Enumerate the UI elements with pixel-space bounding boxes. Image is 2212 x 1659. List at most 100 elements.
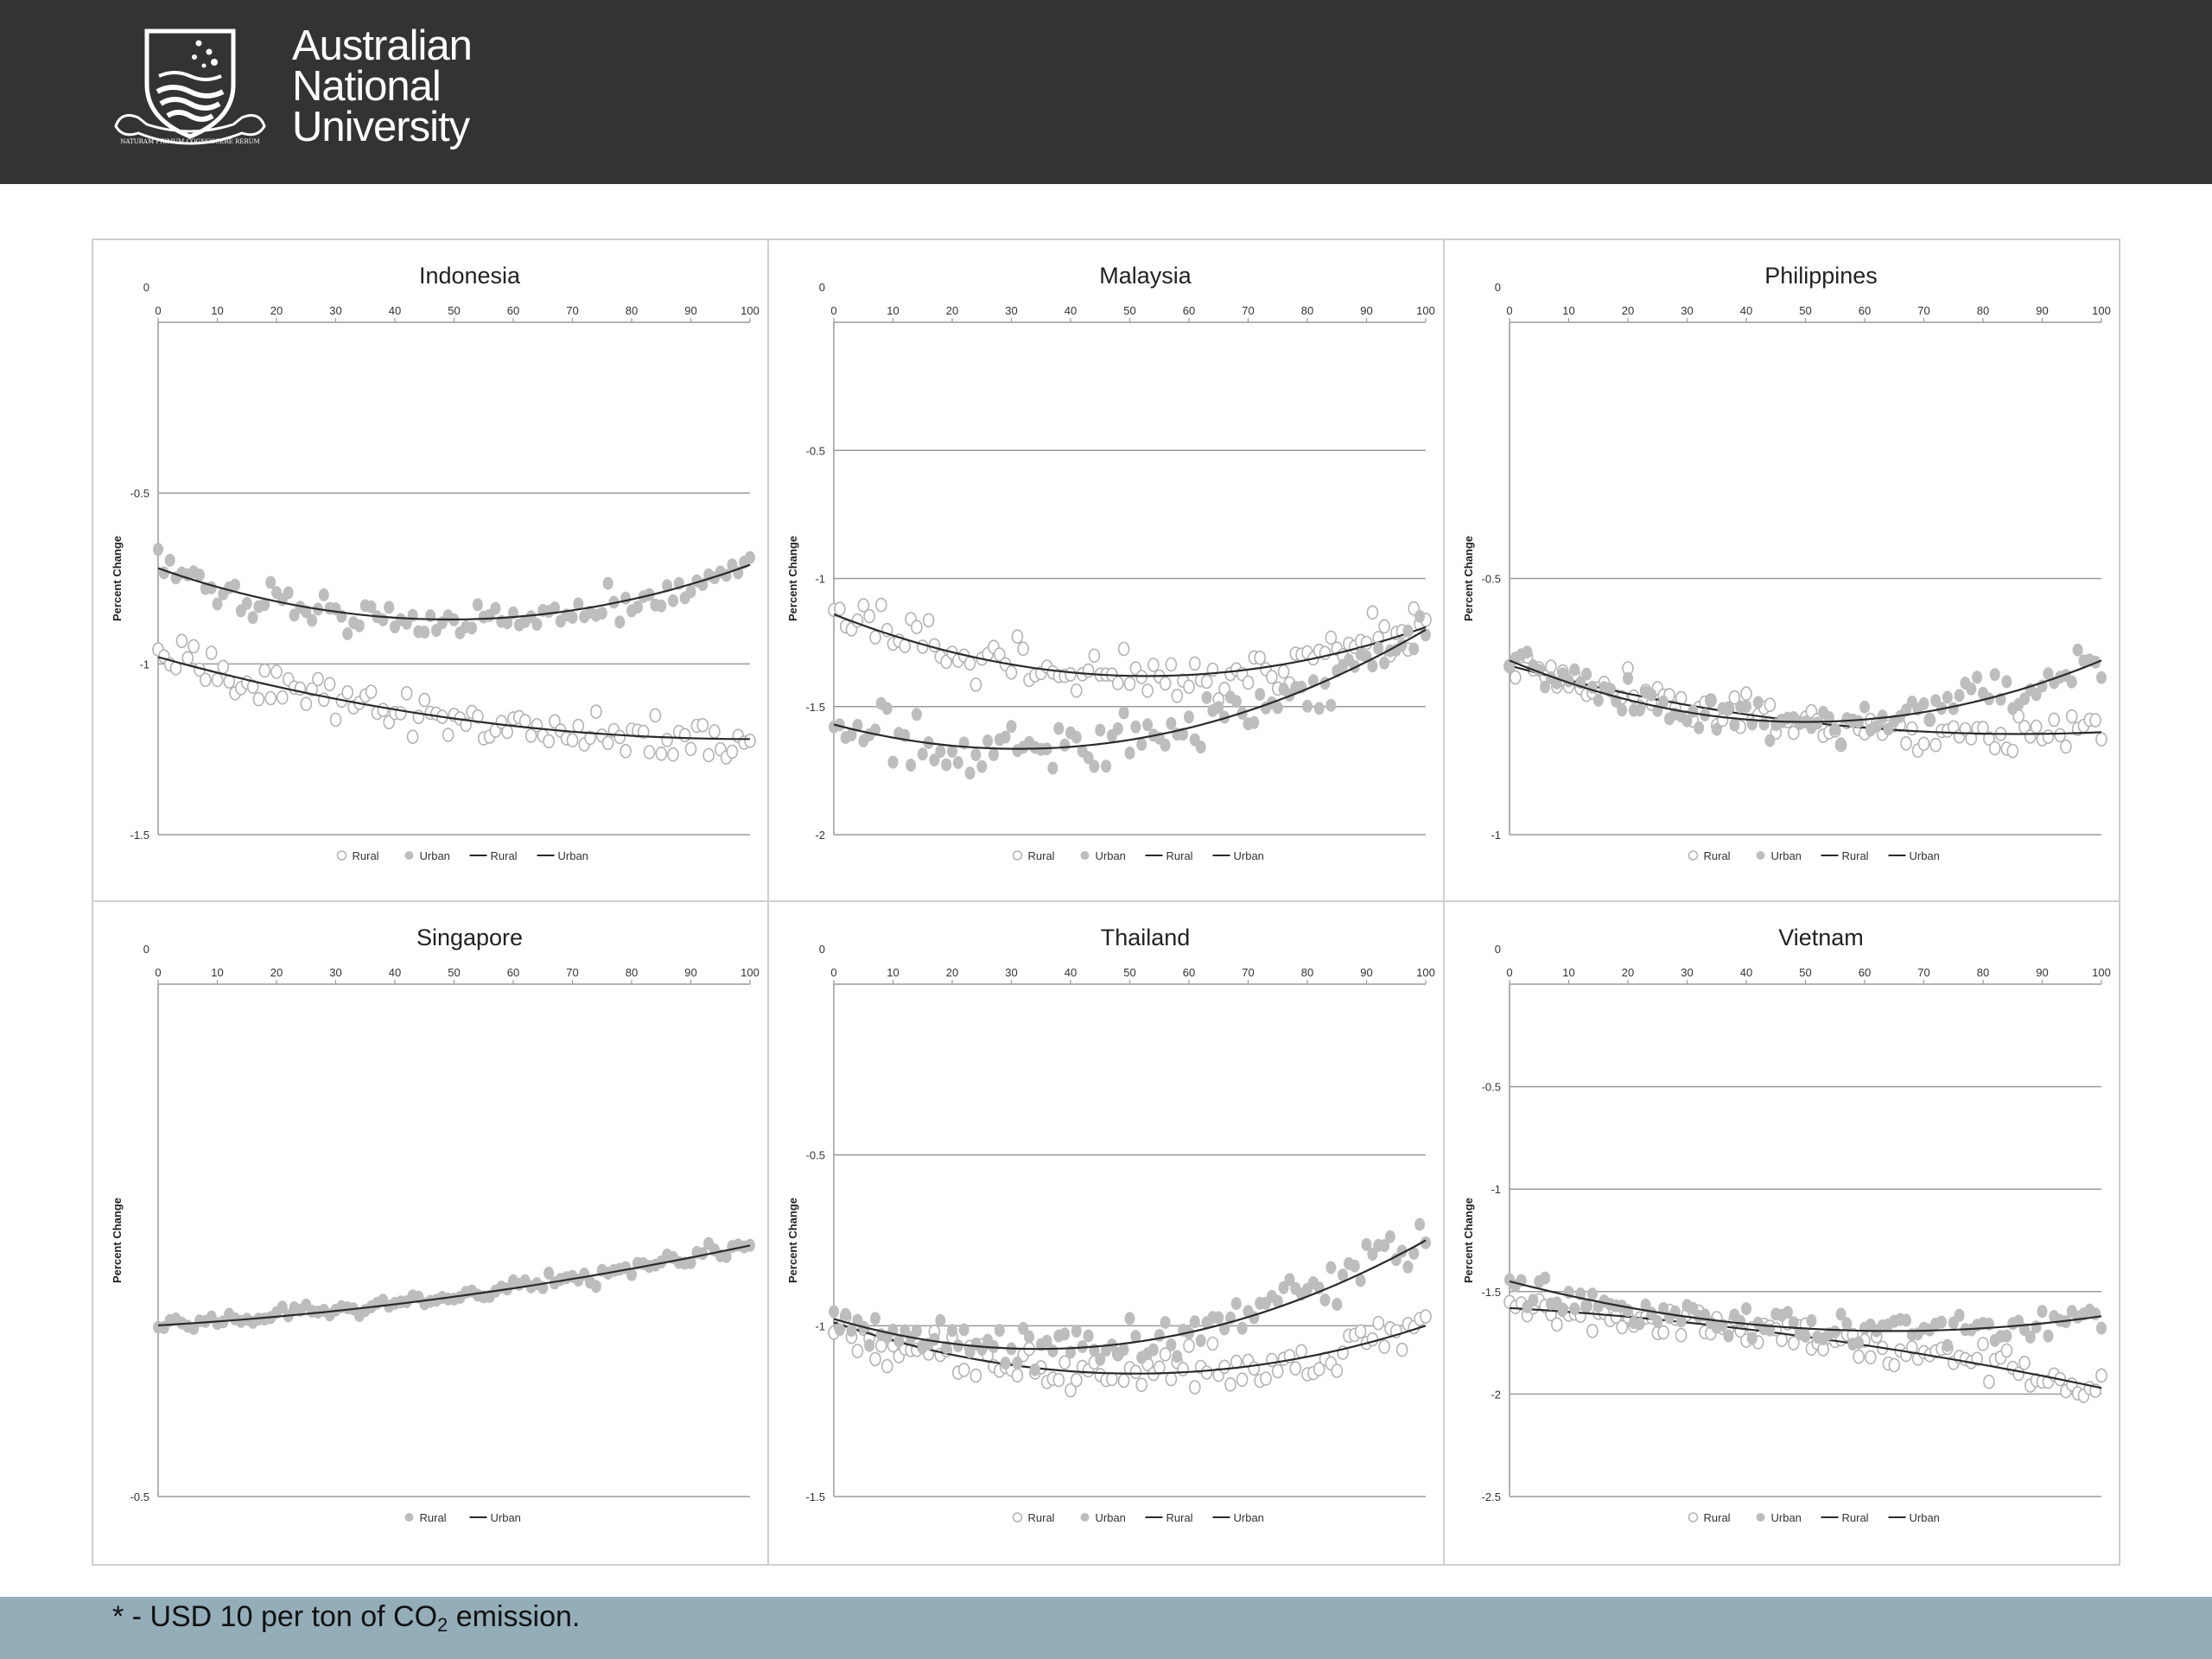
data-point: [175, 633, 188, 649]
data-point: [869, 1351, 881, 1367]
legend-item-urban: Urban: [1756, 1511, 1802, 1524]
data-point: [637, 724, 650, 740]
data-point: [1052, 1372, 1065, 1388]
y-tick-label: -1: [1491, 829, 1501, 842]
data-point: [1307, 674, 1319, 688]
x-tick-label: 80: [626, 304, 638, 317]
data-point: [1617, 703, 1628, 717]
data-point: [1124, 747, 1135, 760]
data-point: [947, 1324, 957, 1338]
data-point: [1421, 1236, 1431, 1249]
data-point: [678, 728, 691, 743]
data-point: [988, 1339, 999, 1353]
data-point: [601, 735, 614, 751]
svg-text:NATURAM PRIMUM COGNOSCERE RERU: NATURAM PRIMUM COGNOSCERE RERUM: [120, 138, 259, 145]
data-point: [1510, 670, 1522, 685]
data-point: [602, 576, 613, 590]
data-point: [1159, 1347, 1172, 1362]
data-point: [1776, 1332, 1788, 1348]
data-point: [846, 728, 857, 741]
data-point: [1688, 704, 1699, 718]
data-point: [863, 608, 875, 624]
data-point: [1829, 1325, 1840, 1338]
data-point: [1295, 1344, 1307, 1359]
data-point: [1569, 1302, 1580, 1316]
data-point: [1059, 1327, 1071, 1341]
data-point: [1011, 629, 1024, 645]
data-point: [1586, 1323, 1599, 1338]
data-point: [1071, 730, 1082, 744]
data-point: [709, 724, 721, 739]
legend-item-rural: Rural: [404, 1511, 447, 1524]
data-point: [2024, 1331, 2036, 1344]
data-point: [1728, 690, 1741, 705]
y-tick-label: -1.5: [1482, 1286, 1501, 1299]
x-tick-label: 20: [1622, 966, 1634, 979]
data-point: [212, 597, 223, 611]
data-point: [1349, 1259, 1360, 1273]
legend-marker-open: [336, 850, 347, 861]
x-tick-label: 20: [946, 304, 958, 317]
data-point: [502, 616, 513, 630]
footnote-suffix: emission.: [448, 1600, 581, 1633]
data-point: [394, 706, 407, 721]
data-point: [1972, 671, 1983, 684]
data-point: [1592, 694, 1604, 707]
chart-panel-indonesia: Indonesia Percent Change 0 -0.5 -1 -1.5 0 10 20 3…: [93, 240, 769, 902]
data-point: [1414, 609, 1426, 623]
chart-svg: Malaysia Percent Change 0 -0.5 -1 -1.5 -2 0 10 20…: [786, 263, 1435, 862]
data-point: [264, 690, 276, 706]
y-tick-label: -1.5: [806, 701, 825, 714]
y-axis-label: Percent Change: [1462, 536, 1475, 621]
data-point: [265, 575, 276, 589]
legend-label: Urban: [558, 849, 588, 862]
data-point: [276, 1300, 288, 1314]
legend-marker-open: [1012, 850, 1023, 861]
data-point: [1367, 1248, 1378, 1262]
data-point: [377, 702, 390, 717]
data-point: [1172, 1350, 1183, 1363]
data-point: [329, 712, 342, 728]
wordmark-line-2: National: [292, 63, 442, 110]
data-point: [952, 1339, 963, 1352]
data-point: [668, 594, 678, 607]
data-point: [1266, 670, 1278, 684]
data-point: [2065, 709, 2078, 724]
data-point: [851, 1344, 864, 1358]
x-tick-label: 30: [329, 966, 341, 979]
data-point: [1616, 1319, 1628, 1335]
data-point: [1302, 699, 1313, 713]
data-point: [744, 733, 756, 748]
data-point: [1989, 668, 2000, 682]
data-point: [1058, 1355, 1071, 1370]
x-tick-label: 70: [566, 966, 578, 979]
data-point: [1723, 1329, 1734, 1343]
data-point: [1083, 1329, 1094, 1343]
x-tick-label: 90: [1360, 966, 1372, 979]
data-point: [1325, 630, 1338, 645]
data-point: [1917, 736, 1930, 752]
data-point: [1971, 1351, 1983, 1367]
data-point: [1112, 721, 1123, 735]
data-point: [2037, 1305, 2048, 1319]
data-point: [1325, 1261, 1337, 1274]
legend-label: Rural: [1028, 1511, 1055, 1524]
y-tick-label: 0: [1495, 943, 1501, 956]
data-point: [1289, 1361, 1302, 1376]
data-point: [834, 1323, 845, 1337]
data-point: [312, 671, 324, 687]
data-point: [1924, 712, 1936, 726]
x-tick-label: 30: [1681, 304, 1693, 317]
data-point: [1183, 679, 1195, 695]
data-point: [1242, 675, 1255, 690]
data-point: [2018, 1355, 2031, 1370]
legend-label: Urban: [1771, 849, 1802, 862]
data-point: [1379, 656, 1390, 670]
data-point: [1095, 1352, 1106, 1366]
chart-svg: Singapore Percent Change 0 -0.5 0 10 20 30 40 50 6…: [111, 925, 760, 1524]
data-point: [1195, 741, 1206, 754]
x-tick-label: 100: [1416, 966, 1435, 979]
data-point: [2072, 643, 2083, 657]
x-tick-label: 50: [1123, 966, 1135, 979]
data-point: [922, 613, 935, 628]
